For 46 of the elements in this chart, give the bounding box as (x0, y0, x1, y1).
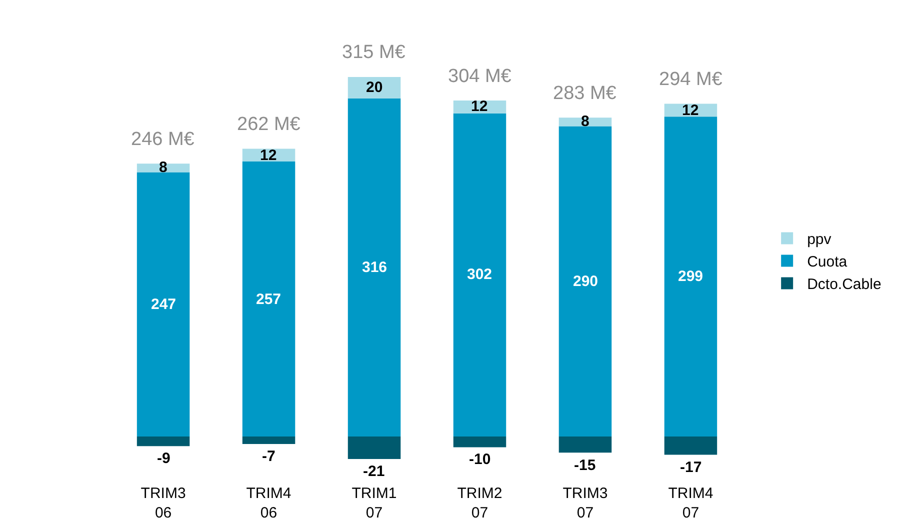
total-label: 315 M€ (342, 42, 406, 63)
total-label: 304 M€ (448, 66, 512, 87)
data-label: 302 (467, 266, 492, 283)
data-label: -21 (363, 463, 385, 480)
data-label: 12 (682, 102, 699, 119)
data-label: 12 (471, 98, 488, 115)
data-label: -15 (574, 457, 596, 474)
bar (242, 436, 296, 444)
data-label: -10 (469, 451, 491, 468)
data-label: 299 (678, 268, 704, 285)
x-tick-label: TRIM4 06 (246, 485, 292, 522)
data-label: -17 (680, 459, 702, 476)
bar (136, 436, 190, 446)
total-label: 246 M€ (131, 129, 195, 150)
data-label: 20 (366, 79, 383, 96)
total-label: 262 M€ (237, 114, 301, 135)
total-label: 294 M€ (659, 69, 723, 90)
data-label: 290 (573, 273, 598, 290)
bar (558, 436, 612, 453)
bar (348, 436, 401, 459)
data-label: -7 (262, 448, 276, 465)
total-label: 283 M€ (553, 83, 617, 104)
data-label: 257 (256, 291, 282, 308)
legend-label: Dcto.Cable (807, 276, 882, 294)
legend-label: ppv (807, 231, 832, 248)
x-tick-label: TRIM4 07 (668, 485, 714, 522)
data-label: 247 (151, 296, 176, 313)
x-tick-label: TRIM2 07 (457, 485, 502, 522)
x-tick-label: TRIM3 07 (562, 485, 608, 522)
bar (558, 126, 612, 437)
bar (136, 172, 190, 437)
data-label: 316 (362, 259, 388, 276)
bar (348, 77, 401, 98)
x-tick-label: TRIM3 06 (140, 485, 186, 522)
data-label: 12 (260, 147, 277, 164)
x-tick-label: TRIM1 07 (352, 485, 397, 522)
data-label: -9 (157, 450, 170, 467)
bar (453, 113, 506, 437)
bar (664, 436, 718, 455)
data-label: 8 (581, 113, 590, 130)
bar (242, 162, 296, 437)
bar (348, 98, 401, 437)
bar (453, 436, 506, 448)
data-label: 8 (159, 159, 168, 176)
bar (664, 116, 718, 437)
legend-label: Cuota (807, 254, 848, 271)
